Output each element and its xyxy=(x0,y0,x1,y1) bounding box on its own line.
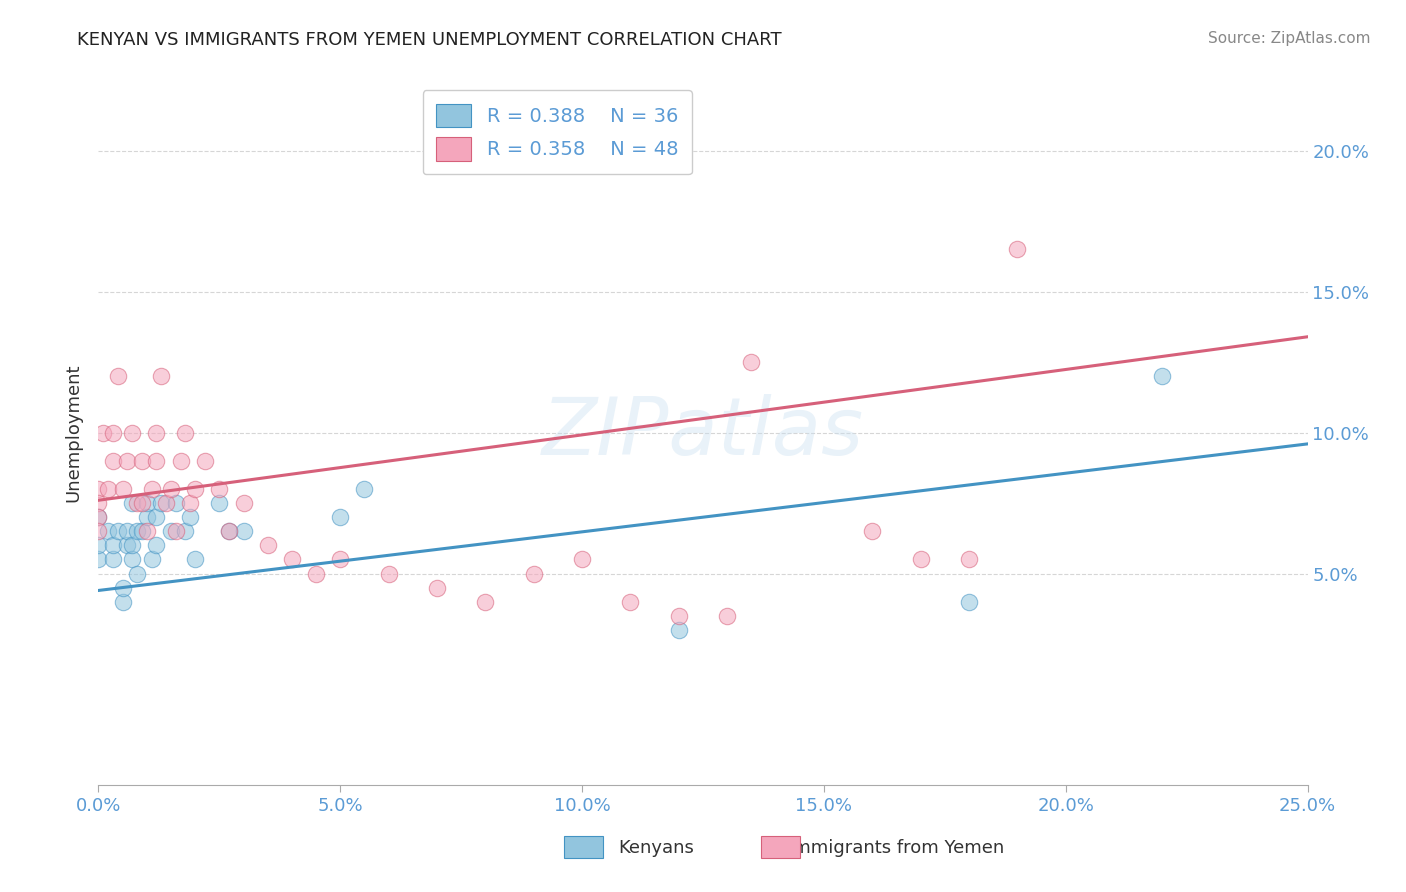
Point xyxy=(184,482,207,496)
Point xyxy=(194,454,217,468)
Point xyxy=(232,496,254,510)
Point xyxy=(150,496,173,510)
Point xyxy=(127,496,149,510)
Point xyxy=(218,524,240,539)
Point xyxy=(87,538,110,552)
Point xyxy=(716,608,738,623)
Point xyxy=(668,608,690,623)
Point xyxy=(957,552,980,566)
Point xyxy=(160,524,183,539)
Point xyxy=(87,496,110,510)
Point xyxy=(155,496,177,510)
Point xyxy=(184,552,207,566)
Point xyxy=(121,425,143,440)
Point xyxy=(145,454,167,468)
Point xyxy=(135,496,157,510)
Point xyxy=(619,595,641,609)
Point xyxy=(135,510,157,524)
Text: KENYAN VS IMMIGRANTS FROM YEMEN UNEMPLOYMENT CORRELATION CHART: KENYAN VS IMMIGRANTS FROM YEMEN UNEMPLOY… xyxy=(77,31,782,49)
Point xyxy=(668,623,690,637)
Point xyxy=(160,482,183,496)
FancyBboxPatch shape xyxy=(761,837,800,857)
Point xyxy=(218,524,240,539)
Point xyxy=(141,482,163,496)
Point xyxy=(232,524,254,539)
Point xyxy=(87,510,110,524)
Point xyxy=(474,595,496,609)
Point xyxy=(87,510,110,524)
Point xyxy=(145,510,167,524)
Text: Kenyans: Kenyans xyxy=(619,839,695,857)
Point xyxy=(101,454,124,468)
Point xyxy=(101,552,124,566)
Point xyxy=(97,524,120,539)
Point xyxy=(127,566,149,581)
Point xyxy=(860,524,883,539)
Point xyxy=(910,552,932,566)
Point xyxy=(145,538,167,552)
Point xyxy=(111,482,134,496)
Point xyxy=(101,425,124,440)
Point xyxy=(174,425,197,440)
Point xyxy=(169,454,191,468)
Point xyxy=(121,552,143,566)
Point xyxy=(174,524,197,539)
Point xyxy=(740,355,762,369)
Point xyxy=(135,524,157,539)
Point xyxy=(111,581,134,595)
Point xyxy=(131,454,153,468)
Point xyxy=(117,538,139,552)
Point xyxy=(426,581,449,595)
Point xyxy=(107,524,129,539)
FancyBboxPatch shape xyxy=(564,837,603,857)
Point xyxy=(87,524,110,539)
Point xyxy=(281,552,304,566)
Point xyxy=(208,496,231,510)
Point xyxy=(127,524,149,539)
Point xyxy=(150,369,173,384)
Point xyxy=(91,425,114,440)
Point xyxy=(87,552,110,566)
Point xyxy=(179,510,201,524)
Point xyxy=(1152,369,1174,384)
Point xyxy=(141,552,163,566)
Point xyxy=(121,496,143,510)
Text: Source: ZipAtlas.com: Source: ZipAtlas.com xyxy=(1208,31,1371,46)
Point xyxy=(523,566,546,581)
Point xyxy=(256,538,278,552)
Legend: R = 0.388    N = 36, R = 0.358    N = 48: R = 0.388 N = 36, R = 0.358 N = 48 xyxy=(423,90,692,175)
Point xyxy=(131,496,153,510)
Point xyxy=(145,425,167,440)
Point xyxy=(117,524,139,539)
Point xyxy=(377,566,399,581)
Point xyxy=(571,552,593,566)
Text: ZIPatlas: ZIPatlas xyxy=(541,393,865,472)
Point xyxy=(305,566,328,581)
Point xyxy=(329,552,352,566)
Point xyxy=(329,510,352,524)
Point xyxy=(87,482,110,496)
Point xyxy=(117,454,139,468)
Point xyxy=(179,496,201,510)
Point xyxy=(121,538,143,552)
Point xyxy=(208,482,231,496)
Point xyxy=(131,524,153,539)
Point xyxy=(165,524,187,539)
Point xyxy=(1007,243,1029,257)
Point xyxy=(353,482,375,496)
Y-axis label: Unemployment: Unemployment xyxy=(65,363,83,502)
Point xyxy=(165,496,187,510)
Point xyxy=(957,595,980,609)
Point xyxy=(107,369,129,384)
Point xyxy=(111,595,134,609)
Point xyxy=(101,538,124,552)
Point xyxy=(97,482,120,496)
Text: Immigrants from Yemen: Immigrants from Yemen xyxy=(787,839,1004,857)
